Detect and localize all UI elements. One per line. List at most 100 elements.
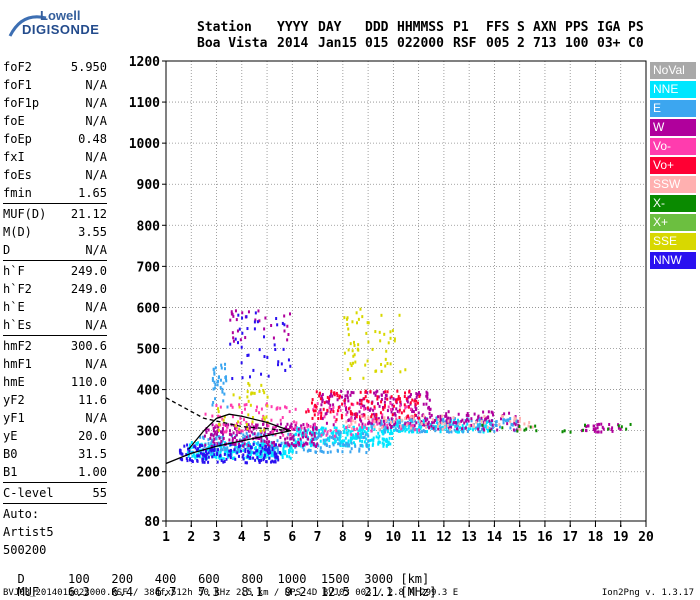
o-trace-fit bbox=[188, 413, 291, 450]
scatter-point-vo bbox=[386, 397, 389, 401]
scatter-point-w bbox=[364, 407, 367, 411]
scatter-point-w bbox=[252, 427, 255, 431]
scatter-point-w bbox=[270, 324, 273, 328]
scatter-point-ssw bbox=[364, 416, 367, 420]
scatter-point-vo bbox=[300, 426, 303, 430]
scatter-point-w bbox=[267, 433, 270, 437]
scatter-point-vo bbox=[398, 408, 401, 412]
scatter-point-vo bbox=[318, 394, 321, 398]
scatter-point-w bbox=[292, 444, 295, 448]
scatter-point-nnw bbox=[207, 451, 210, 455]
param-key: hmF2 bbox=[3, 339, 32, 353]
scatter-point-w bbox=[278, 443, 281, 447]
scatter-point-w bbox=[415, 407, 418, 411]
param-row: yE 20.0 bbox=[3, 427, 107, 445]
scatter-point-ssw bbox=[354, 420, 357, 424]
scatter-point-vo bbox=[375, 413, 378, 417]
scatter-point-w bbox=[332, 403, 335, 407]
scatter-point-e bbox=[356, 435, 359, 439]
scatter-point-vo bbox=[317, 412, 320, 416]
scatter-point-e bbox=[220, 366, 223, 370]
scatter-point-w bbox=[514, 415, 517, 419]
scatter-point-x bbox=[518, 424, 521, 428]
scatter-point-nnw bbox=[244, 461, 247, 465]
scatter-point-vo bbox=[349, 410, 352, 414]
scatter-point-nnw bbox=[280, 362, 283, 366]
scatter-point-nne bbox=[352, 433, 355, 437]
scatter-point-nne bbox=[361, 444, 364, 448]
scatter-point-w bbox=[415, 395, 418, 399]
scatter-point-vo bbox=[406, 421, 409, 425]
scatter-point-w bbox=[249, 434, 252, 438]
scatter-point-nnw bbox=[261, 446, 264, 450]
scatter-point-vo bbox=[359, 390, 362, 394]
scatter-point-vo bbox=[238, 403, 241, 407]
scatter-point-e bbox=[463, 426, 466, 430]
scatter-point-e bbox=[479, 430, 482, 434]
scatter-point-vo bbox=[418, 394, 421, 398]
scatter-point-w bbox=[313, 431, 316, 435]
scatter-point-nnw bbox=[241, 376, 244, 380]
scatter-point-w bbox=[358, 410, 361, 414]
scatter-point-w bbox=[218, 436, 221, 440]
scatter-point-w bbox=[597, 430, 600, 434]
scatter-point-e bbox=[214, 397, 217, 401]
scatter-point-w bbox=[256, 423, 259, 427]
scatter-point-e bbox=[421, 430, 424, 434]
scatter-point-w bbox=[375, 420, 378, 424]
scatter-point-e bbox=[370, 423, 373, 427]
scatter-point-e bbox=[226, 446, 229, 450]
param-value: N/A bbox=[85, 357, 107, 371]
scatter-point-nne bbox=[210, 453, 213, 457]
scatter-point-vo bbox=[366, 399, 369, 403]
scatter-point-nne bbox=[404, 429, 407, 433]
scatter-point-nne bbox=[267, 453, 270, 457]
scatter-point-e bbox=[202, 435, 205, 439]
scatter-point-w bbox=[263, 430, 266, 434]
scatter-point-w bbox=[584, 428, 587, 432]
scatter-point-w bbox=[464, 426, 467, 430]
scatter-point-nne bbox=[381, 441, 384, 445]
scatter-point-w bbox=[309, 431, 312, 435]
scatter-point-w bbox=[411, 408, 414, 412]
scatter-point-nnw bbox=[249, 445, 252, 449]
scatter-point-w bbox=[213, 437, 216, 441]
scatter-point-e bbox=[247, 435, 250, 439]
scatter-point-w bbox=[329, 394, 332, 398]
scatter-point-nnw bbox=[270, 460, 273, 464]
scatter-point-w bbox=[428, 425, 431, 429]
param-row: hmE 110.0 bbox=[3, 373, 107, 391]
scatter-point-vo bbox=[365, 426, 368, 430]
scatter-point-w bbox=[329, 403, 332, 407]
scatter-point-w bbox=[276, 423, 279, 427]
legend-item-ssw: SSW bbox=[650, 176, 696, 193]
scatter-point-e bbox=[478, 418, 481, 422]
scatter-point-w bbox=[249, 425, 252, 429]
scatter-point-nne bbox=[358, 439, 361, 443]
scatter-point-vo bbox=[333, 391, 336, 395]
scatter-point-nne bbox=[397, 429, 400, 433]
scatter-point-x bbox=[534, 424, 537, 428]
scatter-point-ssw bbox=[392, 419, 395, 423]
scatter-point-w bbox=[411, 410, 414, 414]
scatter-point-w bbox=[499, 417, 502, 421]
scatter-point-vo bbox=[387, 405, 390, 409]
scatter-point-w bbox=[221, 427, 224, 431]
scatter-point-nne bbox=[313, 425, 316, 429]
scatter-point-nne bbox=[365, 431, 368, 435]
scatter-point-nnw bbox=[252, 442, 255, 446]
scatter-point-sse bbox=[351, 320, 354, 324]
scatter-point-e bbox=[341, 450, 344, 454]
scatter-point-vo bbox=[413, 399, 416, 403]
scatter-point-e bbox=[213, 386, 216, 390]
scatter-point-w bbox=[274, 425, 277, 429]
scatter-point-nnw bbox=[265, 460, 268, 464]
scatter-point-nnw bbox=[231, 377, 234, 381]
scatter-point-vo bbox=[366, 406, 369, 410]
scatter-point-sse bbox=[262, 416, 265, 420]
scatter-point-nnw bbox=[259, 443, 262, 447]
scatter-point-w bbox=[313, 434, 316, 438]
scatter-point-w bbox=[437, 427, 440, 431]
scatter-point-vo bbox=[358, 423, 361, 427]
scatter-point-nnw bbox=[252, 451, 255, 455]
